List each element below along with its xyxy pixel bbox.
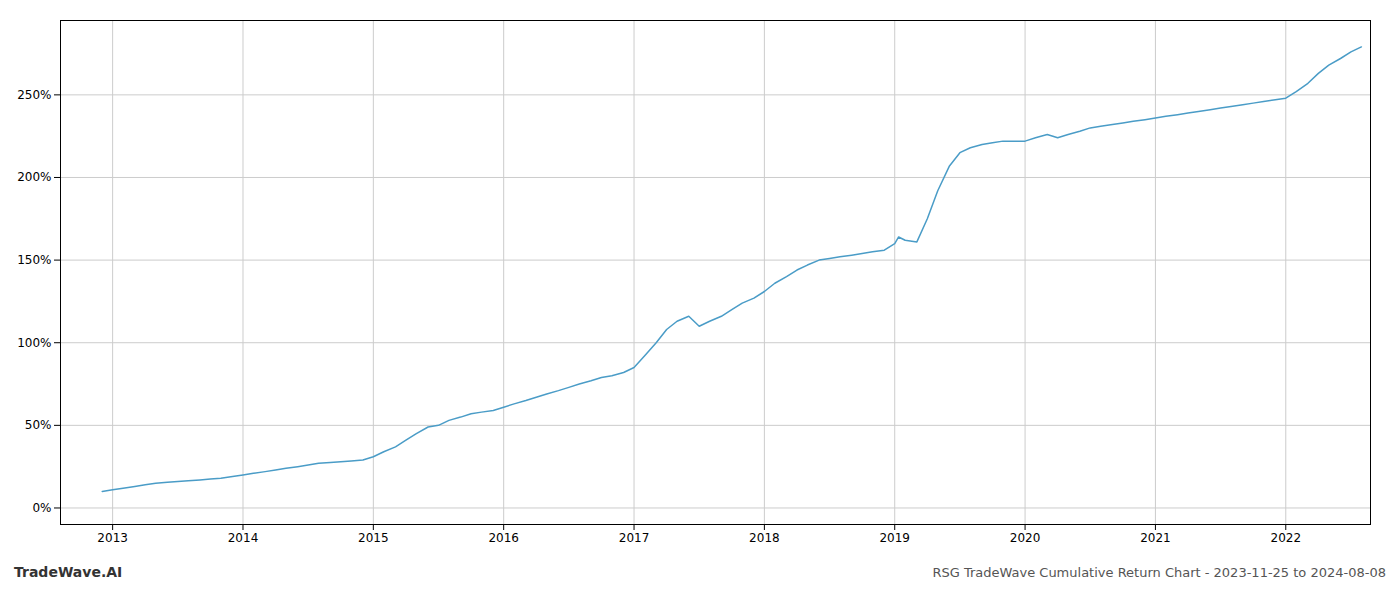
svg-text:250%: 250% — [17, 88, 51, 102]
svg-text:2021: 2021 — [1140, 531, 1171, 545]
svg-text:50%: 50% — [25, 418, 52, 432]
svg-text:100%: 100% — [17, 336, 51, 350]
svg-text:2018: 2018 — [749, 531, 780, 545]
svg-text:2015: 2015 — [358, 531, 389, 545]
svg-text:2013: 2013 — [97, 531, 128, 545]
svg-text:0%: 0% — [32, 501, 51, 515]
svg-text:2020: 2020 — [1010, 531, 1041, 545]
svg-text:2014: 2014 — [228, 531, 259, 545]
svg-text:200%: 200% — [17, 170, 51, 184]
html-text:RSG TradeWave Cumulative Retur: RSG TradeWave Cumulative Return Chart - … — [932, 565, 1386, 580]
svg-text:150%: 150% — [17, 253, 51, 267]
html-text:TradeWave.AI: TradeWave.AI — [14, 564, 123, 580]
svg-text:2017: 2017 — [619, 531, 650, 545]
svg-text:2022: 2022 — [1271, 531, 1302, 545]
svg-text:2016: 2016 — [488, 531, 519, 545]
svg-text:2019: 2019 — [879, 531, 910, 545]
